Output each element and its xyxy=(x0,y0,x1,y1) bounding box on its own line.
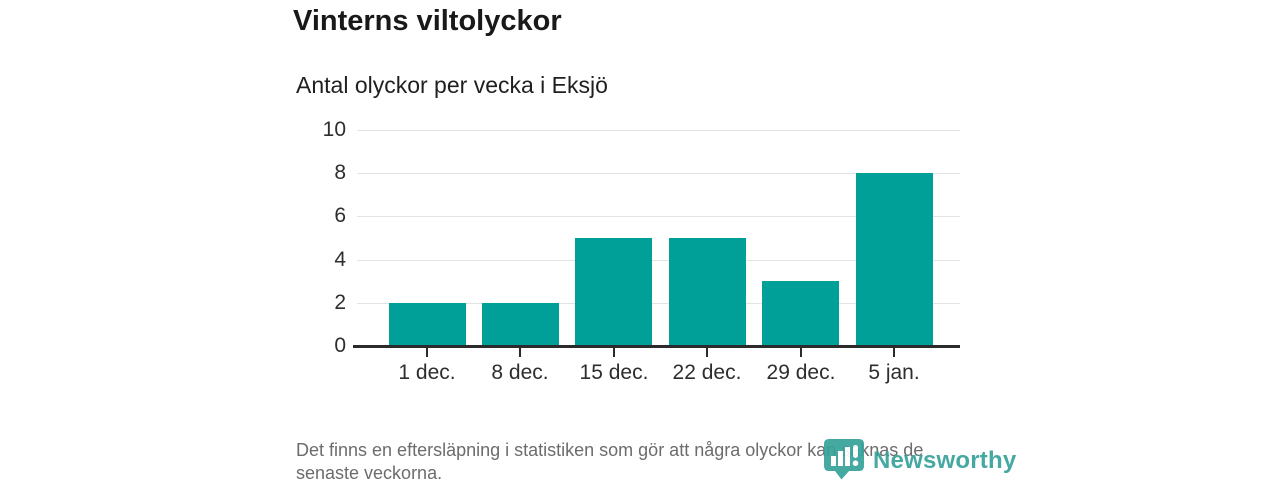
newsworthy-wordmark: Newsworthy xyxy=(873,447,1017,474)
footnote: Det finns en eftersläpning i statistiken… xyxy=(296,439,923,480)
x-axis-tick-label: 1 dec. xyxy=(398,361,456,384)
y-axis-tick-label: 10 xyxy=(322,118,346,141)
y-axis-tick-label: 2 xyxy=(334,291,346,314)
y-axis-tick-label: 8 xyxy=(334,161,346,184)
x-axis-tick-label: 29 dec. xyxy=(766,361,836,384)
footnote-line-2: senaste veckorna. xyxy=(296,463,443,480)
x-axis-tick xyxy=(800,348,802,357)
x-axis-tick-label: 15 dec. xyxy=(579,361,649,384)
chart-subtitle: Antal olyckor per vecka i Eksjö xyxy=(296,72,608,98)
bar xyxy=(762,281,839,346)
gridline xyxy=(357,260,960,261)
x-axis-tick-label: 5 jan. xyxy=(868,361,920,384)
bar xyxy=(669,238,746,346)
newsworthy-logo: Newsworthy xyxy=(822,437,1016,480)
x-axis-tick xyxy=(613,348,615,357)
gridline xyxy=(357,173,960,174)
bar xyxy=(575,238,652,346)
x-axis-tick-label: 22 dec. xyxy=(672,361,742,384)
y-axis-tick-label: 6 xyxy=(334,204,346,227)
gridline xyxy=(357,216,960,217)
x-axis-tick xyxy=(519,348,521,357)
bar xyxy=(389,303,466,346)
x-axis-tick xyxy=(706,348,708,357)
x-axis-tick xyxy=(893,348,895,357)
bar xyxy=(856,173,933,346)
bar xyxy=(482,303,559,346)
gridline xyxy=(357,130,960,131)
x-axis-tick-label: 8 dec. xyxy=(491,361,549,384)
x-axis-line xyxy=(353,345,960,348)
y-axis-tick-label: 4 xyxy=(334,248,346,271)
footnote-line-1: Det finns en eftersläpning i statistiken… xyxy=(296,440,924,460)
newsworthy-speech-bubble-barchart-icon xyxy=(822,437,866,480)
gridline xyxy=(357,303,960,304)
y-axis-tick-label: 0 xyxy=(334,334,346,357)
chart-title: Vinterns viltolyckor xyxy=(293,5,562,37)
x-axis-tick xyxy=(426,348,428,357)
